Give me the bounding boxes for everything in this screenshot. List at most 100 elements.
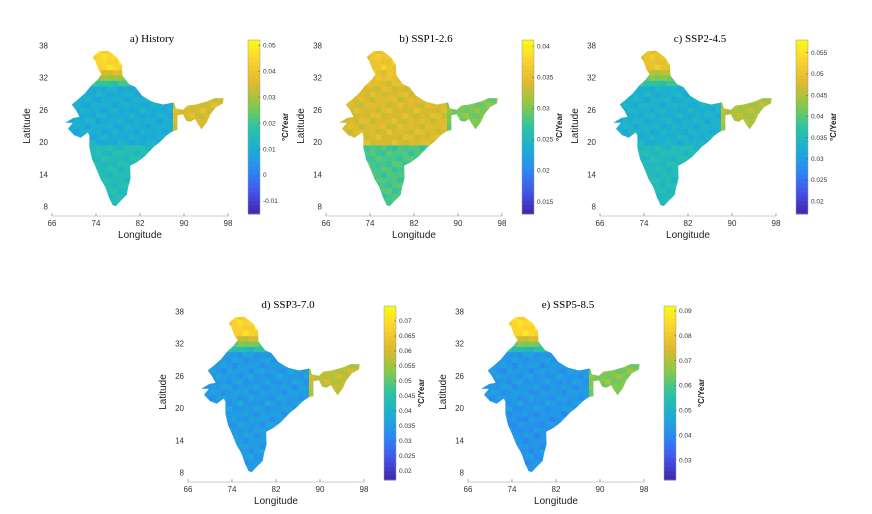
heatmap-cell bbox=[583, 464, 590, 471]
heatmap-cell bbox=[129, 182, 136, 189]
heatmap-cell bbox=[65, 69, 70, 76]
heatmap-cell bbox=[693, 64, 700, 71]
heatmap-cell bbox=[721, 107, 728, 114]
heatmap-cell bbox=[221, 389, 228, 396]
heatmap-cell bbox=[145, 50, 152, 55]
heatmap-cell bbox=[682, 123, 689, 130]
heatmap-cell bbox=[495, 459, 502, 466]
heatmap-cell bbox=[491, 69, 498, 76]
heatmap-cell bbox=[65, 96, 70, 103]
heatmap-cell bbox=[622, 85, 629, 92]
heatmap-cell bbox=[611, 400, 618, 407]
heatmap-cell bbox=[425, 74, 432, 81]
heatmap-cell bbox=[770, 160, 772, 167]
heatmap-cell bbox=[649, 80, 656, 87]
heatmap-cell bbox=[336, 378, 343, 385]
heatmap-cell bbox=[682, 74, 689, 81]
heatmap-cell bbox=[545, 346, 552, 353]
heatmap-cell bbox=[715, 139, 722, 146]
colorbar-segment bbox=[796, 183, 808, 189]
heatmap-cell bbox=[162, 134, 169, 141]
heatmap-cell bbox=[578, 383, 585, 390]
heatmap-cell bbox=[534, 416, 541, 423]
heatmap-cells bbox=[201, 316, 360, 473]
heatmap-cell bbox=[134, 101, 141, 108]
heatmap-cell bbox=[677, 193, 684, 200]
heatmap-cell bbox=[184, 144, 191, 151]
heatmap-cell bbox=[556, 453, 563, 460]
heatmap-cell bbox=[534, 330, 541, 337]
heatmap-cell bbox=[287, 426, 294, 433]
heatmap-cell bbox=[210, 340, 217, 347]
heatmap-cell bbox=[353, 101, 360, 108]
heatmap-cell bbox=[90, 85, 97, 92]
heatmap-cell bbox=[381, 50, 388, 55]
heatmap-cell bbox=[386, 198, 393, 205]
heatmap-cell bbox=[134, 80, 141, 87]
heatmap-cell bbox=[226, 421, 233, 428]
heatmap-cell bbox=[359, 74, 366, 81]
heatmap-cell bbox=[550, 394, 557, 401]
heatmap-cell bbox=[452, 134, 459, 141]
heatmap-cell bbox=[364, 150, 371, 157]
heatmap-cell bbox=[358, 432, 360, 439]
heatmap-cell bbox=[539, 432, 546, 439]
heatmap-cell bbox=[512, 367, 519, 374]
heatmap-cell bbox=[212, 43, 218, 49]
heatmap-cell bbox=[403, 187, 410, 194]
heatmap-cell bbox=[129, 107, 136, 114]
heatmap-cell bbox=[403, 80, 410, 87]
heatmap-cell bbox=[633, 193, 640, 200]
heatmap-cell bbox=[79, 134, 86, 141]
heatmap-cell bbox=[156, 144, 163, 151]
heatmap-cell bbox=[677, 50, 684, 55]
heatmap-cell bbox=[512, 416, 519, 423]
heatmap-cell bbox=[232, 459, 239, 466]
heatmap-cell bbox=[561, 432, 568, 439]
heatmap-cell bbox=[254, 437, 261, 444]
heatmap-cell bbox=[348, 171, 355, 178]
heatmap-cell bbox=[490, 316, 497, 321]
heatmap-cell bbox=[496, 177, 498, 184]
heatmap-cell bbox=[314, 378, 321, 385]
heatmap-cell bbox=[74, 123, 81, 130]
heatmap-cell bbox=[414, 171, 421, 178]
heatmap-cell bbox=[463, 177, 470, 184]
heatmap-cell bbox=[572, 432, 579, 439]
heatmap-cell bbox=[403, 166, 410, 173]
heatmap-cell bbox=[633, 378, 640, 385]
heatmap-cell bbox=[215, 383, 222, 390]
heatmap-cell bbox=[501, 383, 508, 390]
heatmap-cell bbox=[189, 166, 196, 173]
map-panel-ssp2-4-5: c) SSP2-4.5 66 74 82 90 98 38 32 26 20 14 8 Longitud… bbox=[570, 28, 838, 248]
heatmap-cell bbox=[605, 405, 612, 412]
heatmap-cell bbox=[331, 362, 338, 369]
heatmap-cell bbox=[347, 378, 354, 385]
heatmap-cell bbox=[342, 351, 349, 358]
heatmap-cell bbox=[79, 50, 86, 55]
heatmap-cell bbox=[375, 69, 382, 76]
heatmap-cell bbox=[550, 378, 557, 385]
heatmap-cell bbox=[314, 416, 321, 423]
heatmap-cell bbox=[496, 128, 498, 135]
heatmap-cell bbox=[628, 43, 634, 49]
heatmap-cell bbox=[578, 410, 585, 417]
heatmap-cell bbox=[325, 469, 332, 473]
heatmap-cell bbox=[512, 378, 519, 385]
heatmap-cell bbox=[512, 437, 519, 444]
heatmap-cell bbox=[403, 101, 410, 108]
heatmap-cell bbox=[512, 464, 519, 471]
heatmap-cell bbox=[118, 150, 125, 157]
heatmap-cell bbox=[204, 316, 211, 321]
heatmap-cell bbox=[129, 101, 136, 108]
heatmap-cell bbox=[534, 383, 541, 390]
heatmap-cell bbox=[715, 107, 722, 114]
heatmap-cell bbox=[79, 64, 86, 71]
heatmap-cell bbox=[528, 351, 535, 358]
heatmap-cell bbox=[96, 64, 103, 71]
heatmap-cell bbox=[616, 362, 623, 369]
heatmap-cell bbox=[611, 383, 618, 390]
heatmap-cell bbox=[447, 150, 454, 157]
colorbar-segment bbox=[384, 349, 396, 355]
heatmap-cell bbox=[600, 453, 607, 460]
